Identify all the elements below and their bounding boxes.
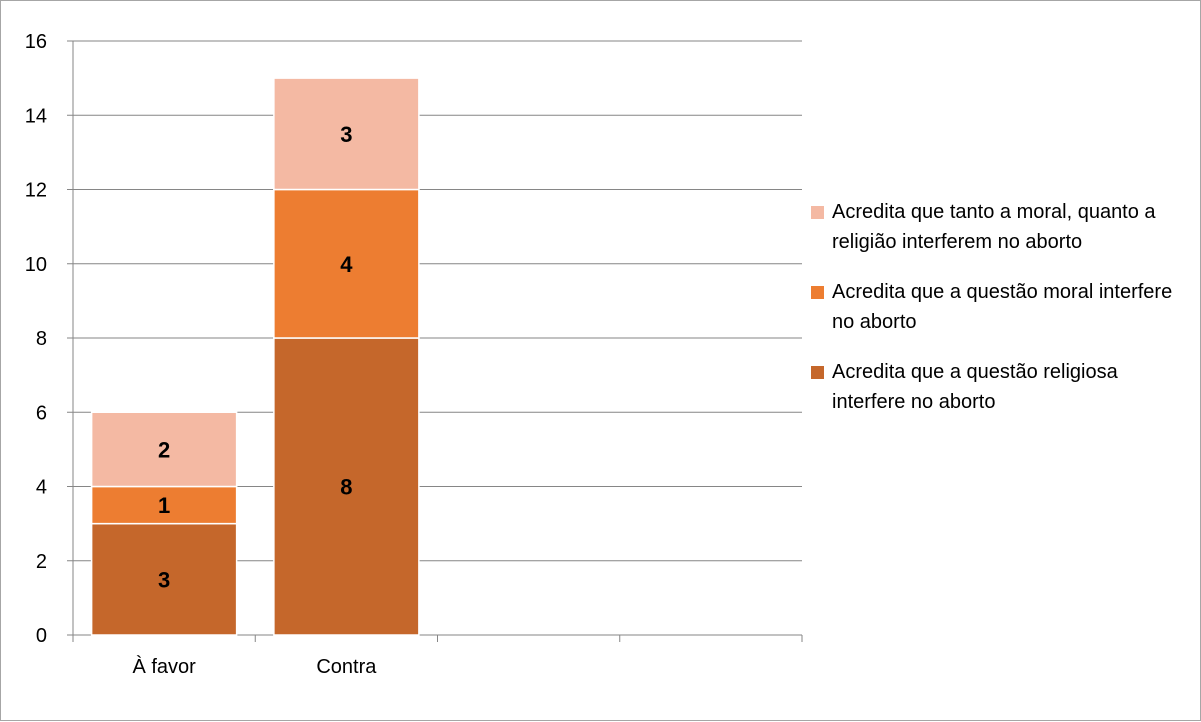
bar-segment: [90, 411, 238, 488]
legend-swatch: [811, 206, 824, 219]
legend-label: Acredita que a questão religiosa interfe…: [832, 361, 1118, 413]
bar-segment: [273, 337, 420, 636]
chart-legend: Acredita que tanto a moral, quanto a rel…: [811, 197, 1191, 437]
data-label: 3: [340, 122, 352, 147]
x-tick-label: Contra: [316, 656, 377, 678]
data-label: 1: [158, 493, 170, 518]
legend-item-moral-and-religion: Acredita que tanto a moral, quanto a rel…: [811, 197, 1191, 257]
y-tick-label: 8: [36, 328, 47, 350]
legend-swatch: [811, 366, 824, 379]
y-tick-label: 16: [25, 31, 47, 53]
y-tick-label: 10: [25, 254, 47, 276]
x-tick-label: À favor: [132, 655, 196, 678]
legend-item-religious: Acredita que a questão religiosa interfe…: [811, 357, 1191, 417]
y-tick-label: 12: [25, 180, 47, 202]
bar-segment: [273, 77, 420, 191]
y-tick-label: 4: [36, 477, 47, 499]
bar-segment: [90, 485, 238, 525]
data-label: 4: [340, 252, 353, 277]
data-label: 2: [158, 437, 170, 462]
data-label: 8: [340, 475, 352, 500]
y-tick-label: 2: [36, 551, 47, 573]
y-tick-label: 14: [25, 105, 47, 127]
legend-swatch: [811, 286, 824, 299]
data-label: 3: [158, 567, 170, 592]
legend-label: Acredita que tanto a moral, quanto a rel…: [832, 201, 1156, 253]
bar-segment: [90, 522, 238, 636]
y-tick-label: 6: [36, 402, 47, 424]
bar-segment: [273, 188, 420, 339]
legend-label: Acredita que a questão moral interfere n…: [832, 281, 1173, 333]
legend-item-moral: Acredita que a questão moral interfere n…: [811, 277, 1191, 337]
y-tick-label: 0: [36, 625, 47, 647]
